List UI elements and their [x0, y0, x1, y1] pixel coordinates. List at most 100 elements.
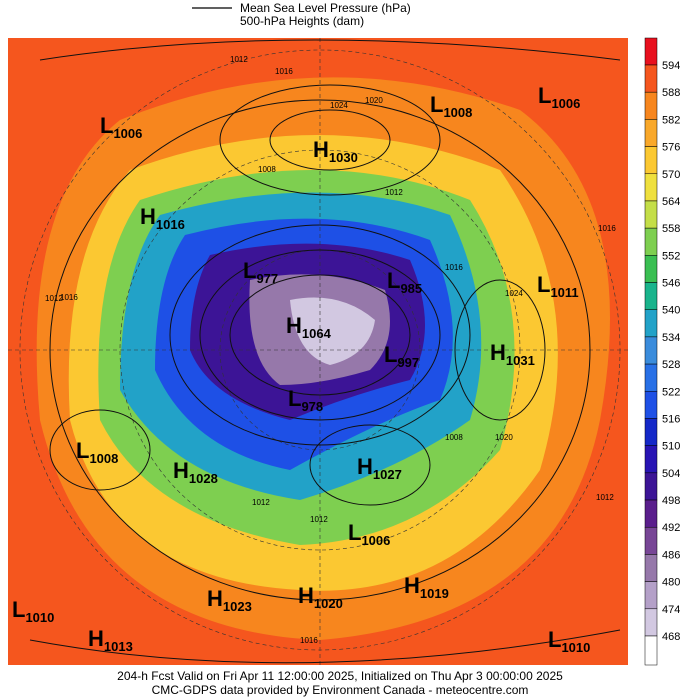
- pressure-center: H1027: [357, 454, 402, 482]
- center-type: L: [538, 83, 551, 108]
- center-value: 1010: [561, 640, 590, 655]
- pressure-center: L985: [387, 268, 422, 296]
- color-label: 534: [662, 332, 680, 344]
- color-swatch: [644, 526, 658, 555]
- color-swatch: [644, 37, 658, 66]
- center-value: 1020: [314, 596, 343, 611]
- color-swatch: [644, 64, 658, 93]
- isobar: [29, 629, 621, 664]
- center-value: 1019: [420, 586, 449, 601]
- pressure-center: H1028: [173, 458, 218, 486]
- footer-line: 204-h Fcst Valid on Fri Apr 11 12:00:00 …: [117, 669, 563, 683]
- color-label: 576: [662, 142, 680, 154]
- isobar-label: 1016: [60, 293, 78, 302]
- isobar: [229, 274, 411, 396]
- center-type: L: [537, 272, 550, 297]
- center-type: L: [76, 438, 89, 463]
- pressure-center: H1031: [490, 340, 535, 368]
- center-type: H: [298, 583, 314, 608]
- color-swatch: [644, 282, 658, 310]
- color-swatch: [644, 363, 658, 392]
- center-type: H: [173, 458, 189, 483]
- color-swatch: [644, 119, 658, 147]
- pressure-center: L1008: [76, 438, 118, 466]
- color-label: 504: [662, 468, 680, 480]
- color-label: 570: [662, 169, 680, 181]
- isobar: [219, 84, 441, 196]
- color-label: 486: [662, 549, 680, 561]
- color-swatch: [644, 227, 658, 256]
- isobar-label: 1020: [495, 433, 513, 442]
- color-swatch: [644, 445, 658, 474]
- color-swatch: [644, 499, 658, 528]
- isobar-label: 1016: [598, 224, 616, 233]
- isobar-label: 1016: [300, 636, 318, 645]
- color-swatch: [644, 255, 658, 283]
- center-type: H: [88, 626, 104, 651]
- pressure-center: H1030: [313, 137, 358, 165]
- pressure-center: H1064: [286, 313, 332, 341]
- color-label: 522: [662, 386, 680, 398]
- color-swatch: [644, 173, 658, 202]
- color-bar: 594 588 582 576 570 564 558 552 546 540 534 528 522 5…: [644, 37, 680, 666]
- center-value: 1011: [550, 285, 578, 300]
- center-value: 1064: [302, 326, 332, 341]
- center-type: H: [140, 204, 156, 229]
- center-type: L: [288, 386, 301, 411]
- color-label: 492: [662, 522, 680, 534]
- isobar-label: 1012: [385, 188, 403, 197]
- color-label: 564: [662, 196, 680, 208]
- pressure-center: L978: [288, 386, 323, 414]
- center-type: L: [384, 342, 397, 367]
- center-value: 1006: [361, 533, 390, 548]
- pressure-center: H1019: [404, 573, 449, 601]
- color-swatch: [644, 581, 658, 610]
- color-label: 498: [662, 495, 680, 507]
- center-value: 997: [397, 355, 419, 370]
- center-type: L: [100, 113, 113, 138]
- color-label: 516: [662, 413, 680, 425]
- isobar-label: 1008: [258, 165, 276, 174]
- color-swatch: [644, 146, 658, 175]
- pressure-center: L1011: [537, 272, 579, 300]
- color-swatch: [644, 418, 658, 446]
- pressure-center: L997: [384, 342, 419, 370]
- center-type: H: [313, 137, 329, 162]
- color-swatch: [644, 608, 658, 637]
- isobar-label: 1020: [365, 96, 383, 105]
- color-label: 582: [662, 114, 680, 126]
- color-label: 546: [662, 278, 680, 290]
- pressure-center: H1016: [140, 204, 185, 232]
- center-value: 1008: [443, 105, 472, 120]
- center-value: 1031: [506, 353, 535, 368]
- center-value: 977: [256, 271, 278, 286]
- color-swatch: [644, 472, 658, 501]
- center-value: 978: [301, 399, 323, 414]
- center-value: 1006: [113, 126, 142, 141]
- color-label: 540: [662, 305, 680, 317]
- center-value: 1006: [551, 96, 580, 111]
- center-value: 1023: [223, 599, 252, 614]
- center-type: H: [490, 340, 506, 365]
- color-label: 528: [662, 359, 680, 371]
- isobar-label: 1016: [275, 67, 293, 76]
- isobar: [309, 424, 431, 506]
- center-type: H: [404, 573, 420, 598]
- pressure-center: L1010: [548, 627, 590, 655]
- color-label: 558: [662, 223, 680, 235]
- isobar-label: 1012: [596, 493, 614, 502]
- color-swatch: [644, 391, 658, 419]
- color-label: 468: [662, 631, 680, 643]
- isobar: [39, 39, 621, 61]
- isobar: [269, 109, 391, 171]
- color-swatch: [644, 336, 658, 365]
- legend-item: 500-hPa Heights (dam): [240, 14, 364, 28]
- pressure-center: L1008: [430, 92, 472, 120]
- color-label: 474: [662, 604, 680, 616]
- center-value: 1027: [373, 467, 402, 482]
- center-type: L: [430, 92, 443, 117]
- color-swatch: [644, 309, 658, 338]
- footer-line: CMC-GDPS data provided by Environment Ca…: [152, 683, 529, 697]
- color-label: 588: [662, 87, 680, 99]
